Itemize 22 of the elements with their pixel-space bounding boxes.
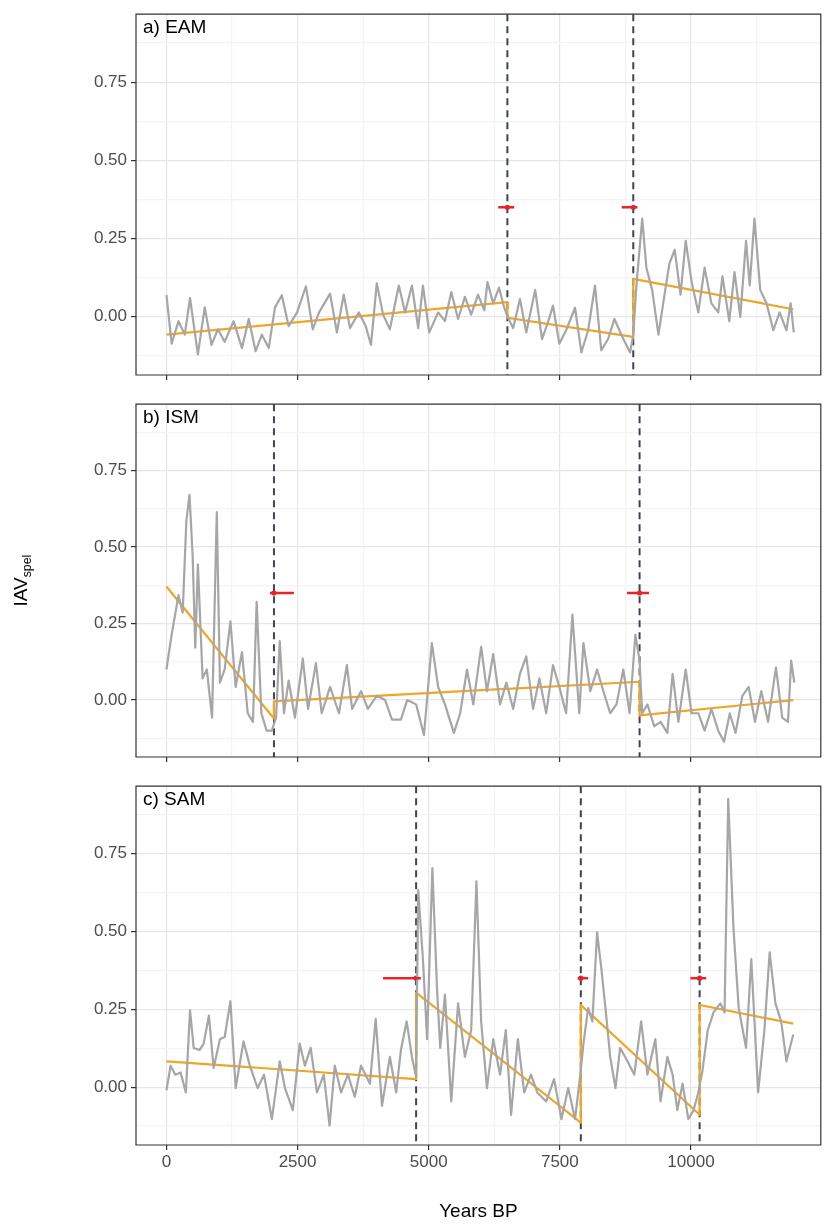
x-axis-title: Years BP: [439, 1199, 518, 1221]
y-tick-label: 0.75: [93, 843, 127, 863]
y-tick-label: 0.00: [93, 689, 127, 709]
y-tick-label: 0.00: [93, 306, 127, 326]
y-tick-label: 0.50: [93, 921, 127, 941]
y-tick-label: 0.00: [93, 1076, 127, 1096]
y-tick-label: 0.50: [93, 150, 127, 170]
chart-title: b) ISM: [143, 405, 199, 427]
x-tick-label: 2500: [278, 1151, 317, 1171]
y-tick-label: 0.75: [93, 460, 127, 480]
y-tick-label: 0.25: [93, 613, 127, 633]
x-tick-label: 0: [161, 1151, 172, 1171]
y-axis-title: IAVspel: [10, 554, 35, 607]
y-tick-label: 0.25: [93, 999, 127, 1019]
chart-title: a) EAM: [143, 15, 207, 37]
y-tick-label: 0.25: [93, 228, 127, 248]
x-tick-label: 10000: [667, 1151, 715, 1171]
y-tick-label: 0.50: [93, 536, 127, 556]
y-tick-label: 0.75: [93, 71, 127, 91]
chart-title: c) SAM: [143, 787, 206, 809]
x-tick-label: 5000: [409, 1151, 448, 1171]
x-tick-label: 7500: [540, 1151, 579, 1171]
